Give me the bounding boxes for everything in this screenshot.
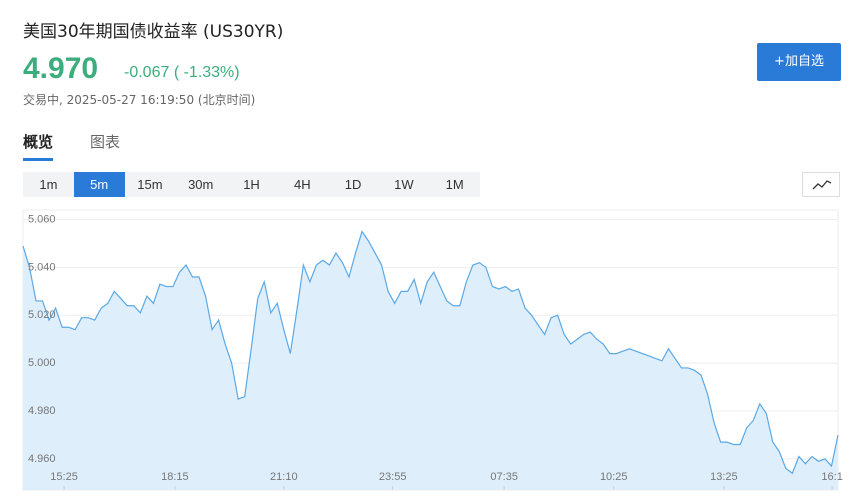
price: 4.970 (23, 52, 99, 85)
y-tick-label: 4.960 (28, 453, 56, 465)
add-watchlist-button[interactable]: +加自选 (757, 43, 841, 81)
tab[interactable]: 概览 (23, 131, 54, 161)
x-tick-label: 15:25 (50, 471, 78, 483)
x-tick-label: 18:15 (161, 471, 189, 483)
x-tick-label: 23:55 (379, 471, 407, 483)
interval-button[interactable]: 4H (293, 177, 311, 192)
chart-icon (812, 180, 832, 190)
y-tick-label: 5.000 (28, 357, 56, 369)
change: -0.067 ( -1.33%) (124, 64, 240, 81)
line (22, 230, 839, 475)
x-tick-label: 13:25 (710, 471, 738, 483)
interval-button[interactable]: 1M (445, 177, 464, 192)
interval-bar: 1m 5m 15m 30m 1H 4H 1D 1W 1M (23, 172, 480, 197)
y-tick-label: 5.060 (28, 213, 56, 225)
interval-button[interactable]: 5m (73, 172, 125, 197)
x-tick-label: 16:1 (821, 471, 842, 483)
interval-button[interactable]: 1D (344, 177, 362, 192)
x-tick-label: 07:35 (490, 471, 518, 483)
interval-button[interactable]: 1H (243, 177, 260, 192)
y-tick-label: 5.040 (28, 261, 56, 273)
interval-button[interactable]: 15m (137, 177, 163, 192)
y-tick-label: 4.980 (28, 405, 56, 417)
y-tick-label: 5.020 (28, 309, 56, 321)
x-tick-label: 10:25 (600, 471, 628, 483)
chart-type-button[interactable] (802, 172, 840, 197)
x-tick-label: 21:10 (270, 471, 298, 483)
tab[interactable]: 图表 (90, 133, 121, 151)
interval-button[interactable]: 1m (39, 177, 58, 192)
title: 美国30年期国债收益率 (US30YR) (23, 22, 284, 42)
status: 交易中, 2025-05-27 16:19:50 (北京时间) (23, 93, 256, 107)
interval-button[interactable]: 30m (188, 177, 214, 192)
interval-button[interactable]: 1W (394, 177, 414, 192)
area (23, 231, 838, 491)
